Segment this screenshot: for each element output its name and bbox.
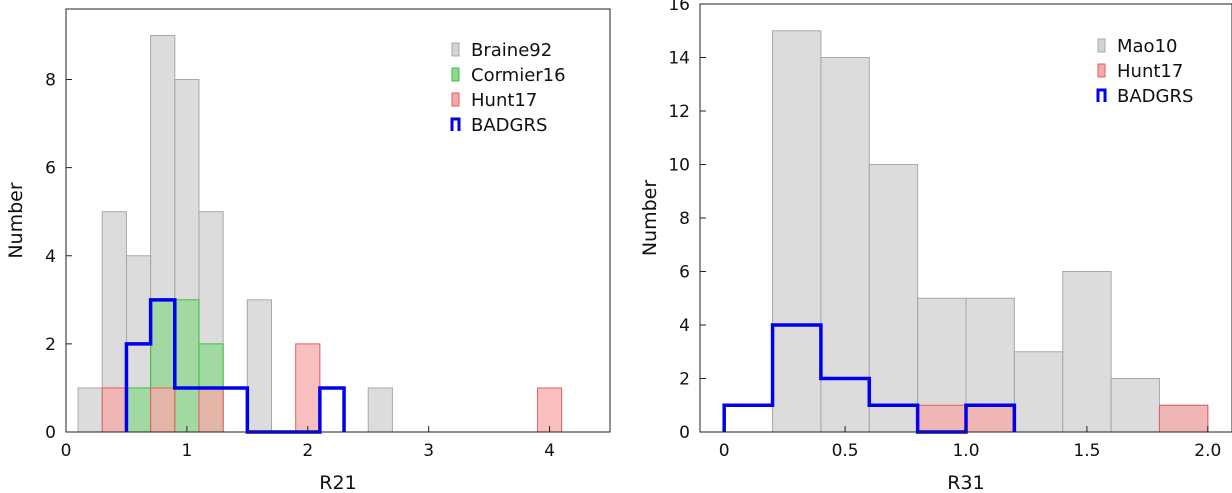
legend-handle-cormier16 [451,67,460,82]
legend-label-braine92: Braine92 [471,40,552,61]
y-axis-label: Number [639,180,661,257]
chart-2: 0 0.5 1.0 1.5 2.0 0 2 4 6 8 10 12 14 16 R31 Number Mao10… [639,0,1232,493]
y-tick-label: 6 [45,159,56,179]
x-tick-label: 4 [544,441,555,461]
bar-mao10-2 [868,164,919,433]
x-axis-label: R31 [947,472,984,493]
y-tick-label: 16 [668,0,690,15]
x-tick-label: 1 [181,441,192,461]
y-tick-label: 8 [679,209,690,229]
y-tick-label: 12 [668,102,690,122]
bar-mao10-0 [772,30,822,433]
legend-handle-mao10 [1097,38,1106,53]
x-tick-label: 1.0 [952,441,979,461]
bar-hunt17-4 [536,387,563,433]
legend-label-cormier16: Cormier16 [471,65,566,86]
legend-label-badgrs: BADGRS [1117,86,1193,107]
bar-hunt17-1 [150,387,176,433]
bar-hunt17-3 [295,343,321,433]
x-tick-label: 2 [302,441,313,461]
y-tick-label: 8 [45,71,56,91]
y-axis-label: Number [5,182,27,259]
y-tick-label: 4 [679,316,690,336]
x-tick-label: 0.5 [832,441,859,461]
legend-handle-braine92 [451,42,460,57]
bar-hunt17-0 [917,404,967,433]
legend-label-hunt17: Hunt17 [1117,61,1183,82]
bar-braine92-7 [367,387,393,433]
bar-hunt17-0 [101,387,127,433]
y-tick-label: 6 [679,263,690,283]
step-line-badgrs [124,298,346,434]
bar-hunt17-2 [198,387,224,433]
y-tick-label: 14 [668,49,690,69]
x-tick-label: 0 [61,441,72,461]
x-tick-label: 3 [423,441,434,461]
bar-mao10-5 [1013,351,1064,433]
bar-mao10-6 [1062,271,1112,433]
chart-1: 0 1 2 3 4 0 2 4 6 8 R21 Number Braine92 Cormier16 Hunt… [5,8,611,493]
bar-mao10-7 [1110,378,1160,433]
bar-braine92-0 [77,387,103,433]
legend-handle-badgrs [1096,88,1107,102]
y-tick-label: 0 [679,423,690,443]
y-tick-label: 10 [668,156,690,176]
x-tick-label: 2.0 [1194,441,1221,461]
legend: Braine92 Cormier16 Hunt17 BADGRS [450,40,566,136]
legend-label-hunt17: Hunt17 [471,90,537,111]
legend: Mao10 Hunt17 BADGRS [1096,36,1193,107]
axes-frame [65,8,611,433]
legend-handle-hunt17 [451,92,460,107]
x-axis-label: R21 [319,472,356,493]
y-tick-label: 0 [45,423,56,443]
bar-cormier16-0 [125,387,152,433]
legend-label-mao10: Mao10 [1117,36,1177,57]
y-tick-label: 2 [679,370,690,390]
series-hunt17 [101,343,563,433]
bar-mao10-1 [820,57,870,433]
bar-cormier16-2 [174,299,200,433]
y-tick-label: 4 [45,247,56,267]
legend-label-badgrs: BADGRS [471,115,547,136]
x-tick-label: 1.5 [1073,441,1100,461]
step-line-badgrs [722,323,1017,434]
x-tick-label: 0 [719,441,730,461]
bar-braine92-6 [246,299,273,433]
bar-hunt17-1 [965,404,1015,433]
y-tick-label: 2 [45,335,56,355]
legend-handle-hunt17 [1097,63,1106,78]
legend-handle-badgrs [450,117,461,131]
bar-hunt17-2 [1158,404,1209,433]
